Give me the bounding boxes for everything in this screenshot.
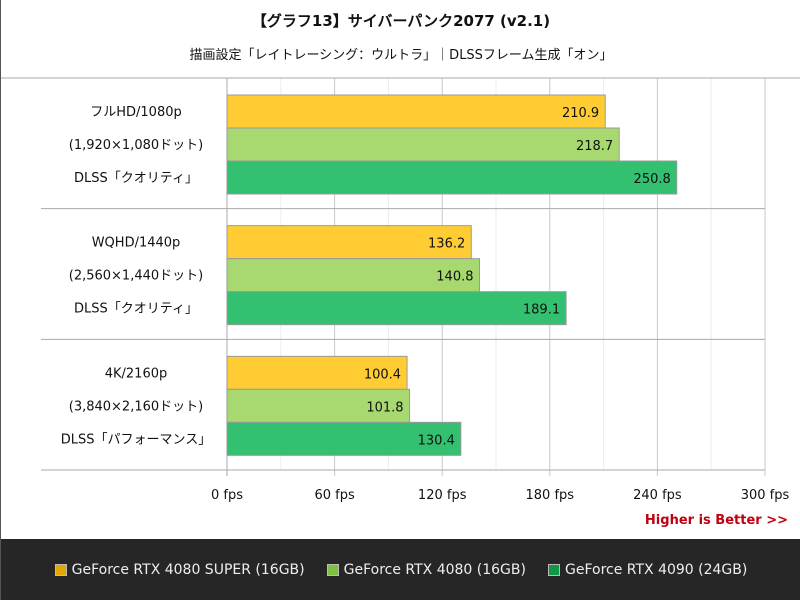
legend-label: GeForce RTX 4090 (24GB) bbox=[564, 561, 748, 578]
x-tick-label: 60 fps bbox=[314, 488, 355, 503]
x-tick-label: 120 fps bbox=[418, 488, 467, 503]
bar bbox=[226, 388, 411, 423]
bar bbox=[226, 160, 678, 195]
bar bbox=[226, 258, 481, 293]
legend-item: GeForce RTX 4080 SUPER (16GB) bbox=[54, 561, 305, 578]
category-label: DLSS「クオリティ」 bbox=[74, 171, 198, 186]
data-label: 250.8 bbox=[634, 172, 671, 187]
legend-swatch bbox=[547, 563, 560, 576]
category-label: DLSS「クオリティ」 bbox=[74, 302, 198, 317]
bar bbox=[226, 94, 606, 129]
x-tick-label: 240 fps bbox=[633, 488, 682, 503]
data-label: 100.4 bbox=[364, 367, 401, 382]
higher-is-better-note: Higher is Better >> bbox=[644, 513, 788, 528]
legend-swatch bbox=[326, 563, 339, 576]
data-label: 101.8 bbox=[366, 400, 403, 415]
legend-label: GeForce RTX 4080 (16GB) bbox=[343, 561, 526, 578]
category-label: 4K/2160p bbox=[105, 366, 168, 381]
category-label: (3,840×2,160ドット) bbox=[69, 399, 203, 414]
legend-item: GeForce RTX 4090 (24GB) bbox=[547, 561, 748, 578]
x-tick-label: 300 fps bbox=[741, 488, 790, 503]
data-label: 210.9 bbox=[562, 106, 599, 121]
data-label: 189.1 bbox=[523, 303, 560, 318]
data-label: 136.2 bbox=[428, 237, 465, 252]
legend-swatch bbox=[54, 563, 67, 576]
category-label: WQHD/1440p bbox=[92, 236, 181, 251]
bar bbox=[226, 421, 462, 456]
bar bbox=[226, 291, 567, 326]
legend-label: GeForce RTX 4080 SUPER (16GB) bbox=[71, 561, 305, 578]
chart-title: 【グラフ13】サイバーパンク2077 (v2.1) bbox=[251, 12, 551, 30]
x-tick-label: 0 fps bbox=[211, 488, 243, 503]
data-label: 130.4 bbox=[418, 433, 455, 448]
bar bbox=[226, 127, 620, 162]
category-label: フルHD/1080p bbox=[90, 105, 182, 120]
category-label: (1,920×1,080ドット) bbox=[69, 138, 203, 153]
x-tick-label: 180 fps bbox=[526, 488, 575, 503]
category-label: (2,560×1,440ドット) bbox=[69, 269, 203, 284]
data-label: 140.8 bbox=[436, 270, 473, 285]
category-label: DLSS「パフォーマンス」 bbox=[61, 432, 212, 447]
legend: GeForce RTX 4080 SUPER (16GB) GeForce RT… bbox=[1, 539, 800, 600]
bar bbox=[226, 355, 408, 390]
chart-subtitle: 描画設定「レイトレーシング：ウルトラ」｜DLSSフレーム生成「オン」 bbox=[189, 48, 613, 63]
data-label: 218.7 bbox=[576, 139, 613, 154]
plot-area: 0 fps 60 fps 120 fps 180 fps 240 fps 300 fps フ… bbox=[1, 77, 800, 503]
legend-item: GeForce RTX 4080 (16GB) bbox=[326, 561, 526, 578]
